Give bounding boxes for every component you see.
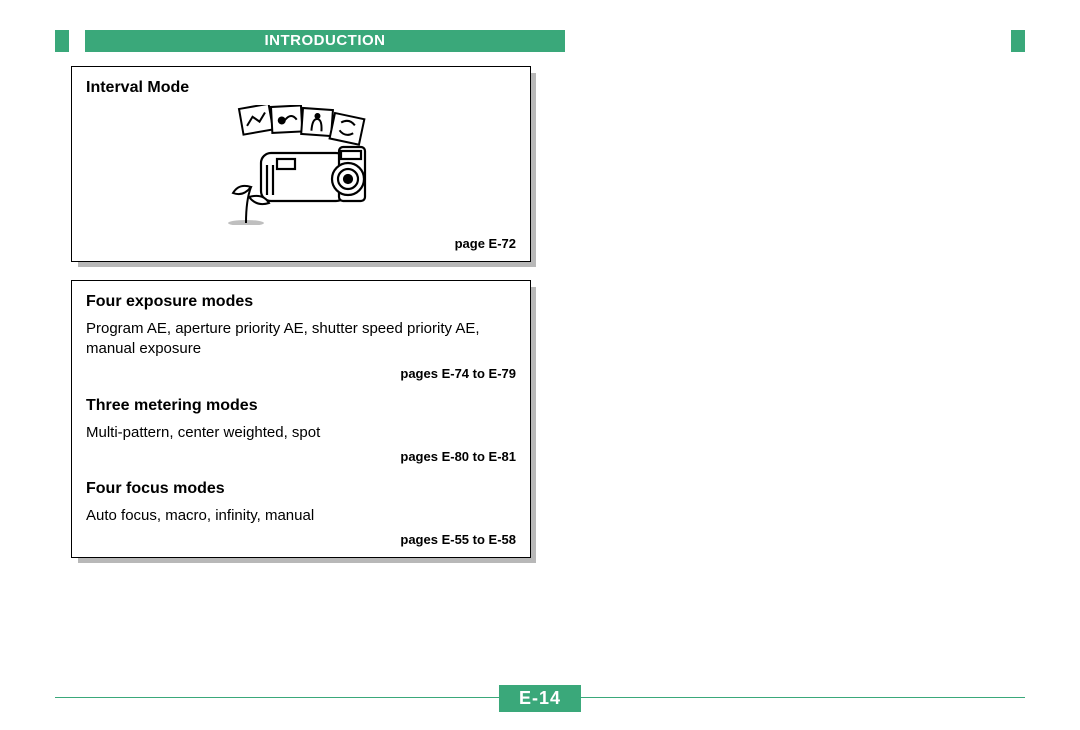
page-number: E-14 — [499, 685, 581, 712]
feature-card-interval: Interval Mode — [71, 66, 531, 262]
section-focus: Four focus modes Auto focus, macro, infi… — [86, 480, 516, 547]
content-column: Interval Mode — [71, 66, 531, 558]
card-heading: Interval Mode — [86, 79, 516, 97]
section-heading: Three metering modes — [86, 397, 516, 415]
page-reference: page E-72 — [86, 236, 516, 251]
header-accent-left — [55, 30, 69, 52]
camera-illustration — [86, 105, 516, 230]
section-body: Program AE, aperture priority AE, shutte… — [86, 319, 516, 360]
manual-page: INTRODUCTION Interval Mode — [0, 0, 1080, 730]
section-heading: Four exposure modes — [86, 293, 516, 311]
section-heading: Four focus modes — [86, 480, 516, 498]
page-reference: pages E-55 to E-58 — [86, 532, 516, 547]
page-reference: pages E-80 to E-81 — [86, 449, 516, 464]
feature-card-modes: Four exposure modes Program AE, aperture… — [71, 280, 531, 558]
section-metering: Three metering modes Multi-pattern, cent… — [86, 397, 516, 464]
section-exposure: Four exposure modes Program AE, aperture… — [86, 293, 516, 381]
section-title: INTRODUCTION — [85, 30, 565, 52]
section-body: Auto focus, macro, infinity, manual — [86, 506, 516, 526]
section-body: Multi-pattern, center weighted, spot — [86, 423, 516, 443]
section-header: INTRODUCTION — [55, 30, 1025, 52]
header-accent-right — [1011, 30, 1025, 52]
page-reference: pages E-74 to E-79 — [86, 366, 516, 381]
